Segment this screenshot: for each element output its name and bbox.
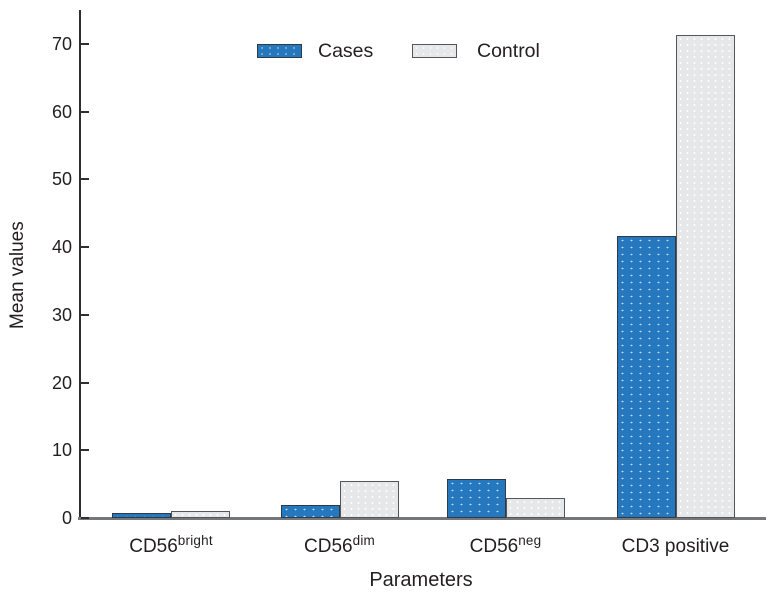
- x-category-label-0: CD56bright: [81, 533, 261, 558]
- y-tick-label: 70: [51, 33, 72, 54]
- x-category-label-3: CD3 positive: [586, 536, 766, 558]
- y-tick-label: 20: [51, 372, 72, 393]
- y-tick-mark: [81, 449, 89, 452]
- y-tick-mark: [81, 517, 89, 519]
- x-category-superscript: neg: [518, 533, 542, 548]
- x-axis-line: [78, 516, 766, 520]
- bar-cases-3: [616, 236, 676, 518]
- x-category-base-text: CD56: [469, 536, 519, 557]
- y-tick-mark: [81, 381, 89, 384]
- bar-control-2: [505, 498, 565, 518]
- x-category-superscript: bright: [177, 533, 213, 548]
- y-tick-mark: [81, 246, 89, 249]
- bar-cases-0: [112, 513, 171, 518]
- y-tick-label: 60: [51, 101, 72, 122]
- legend-swatch-control: [412, 44, 457, 58]
- y-tick-mark: [81, 178, 89, 181]
- x-category-superscript: dim: [352, 533, 375, 548]
- bar-cases-2: [446, 479, 506, 518]
- y-tick-label: 30: [51, 304, 72, 325]
- x-category-base-text: CD56: [304, 536, 353, 557]
- legend-swatch-cases: [257, 44, 302, 58]
- y-tick-mark: [81, 313, 89, 316]
- x-category-base-text: CD56: [129, 536, 178, 557]
- bar-control-3: [675, 35, 735, 518]
- y-tick-label: 0: [61, 508, 72, 528]
- x-axis-title: Parameters: [369, 569, 473, 591]
- y-tick-mark: [81, 42, 89, 45]
- legend-label-control: Control: [477, 40, 540, 62]
- bar-control-0: [171, 511, 230, 518]
- bar-control-1: [339, 481, 399, 518]
- y-axis-title: Mean values: [7, 221, 28, 329]
- y-axis-line: [79, 10, 81, 519]
- y-tick-label: 50: [51, 169, 72, 190]
- bar-cases-1: [280, 505, 340, 518]
- y-tick-mark: [81, 110, 89, 113]
- x-category-label-1: CD56dim: [250, 533, 430, 558]
- x-category-label-2: CD56neg: [416, 533, 596, 558]
- y-tick-label: 10: [51, 440, 72, 461]
- legend-label-cases: Cases: [318, 40, 374, 62]
- y-tick-label: 40: [51, 237, 72, 258]
- x-category-base-text: CD3 positive: [621, 536, 730, 557]
